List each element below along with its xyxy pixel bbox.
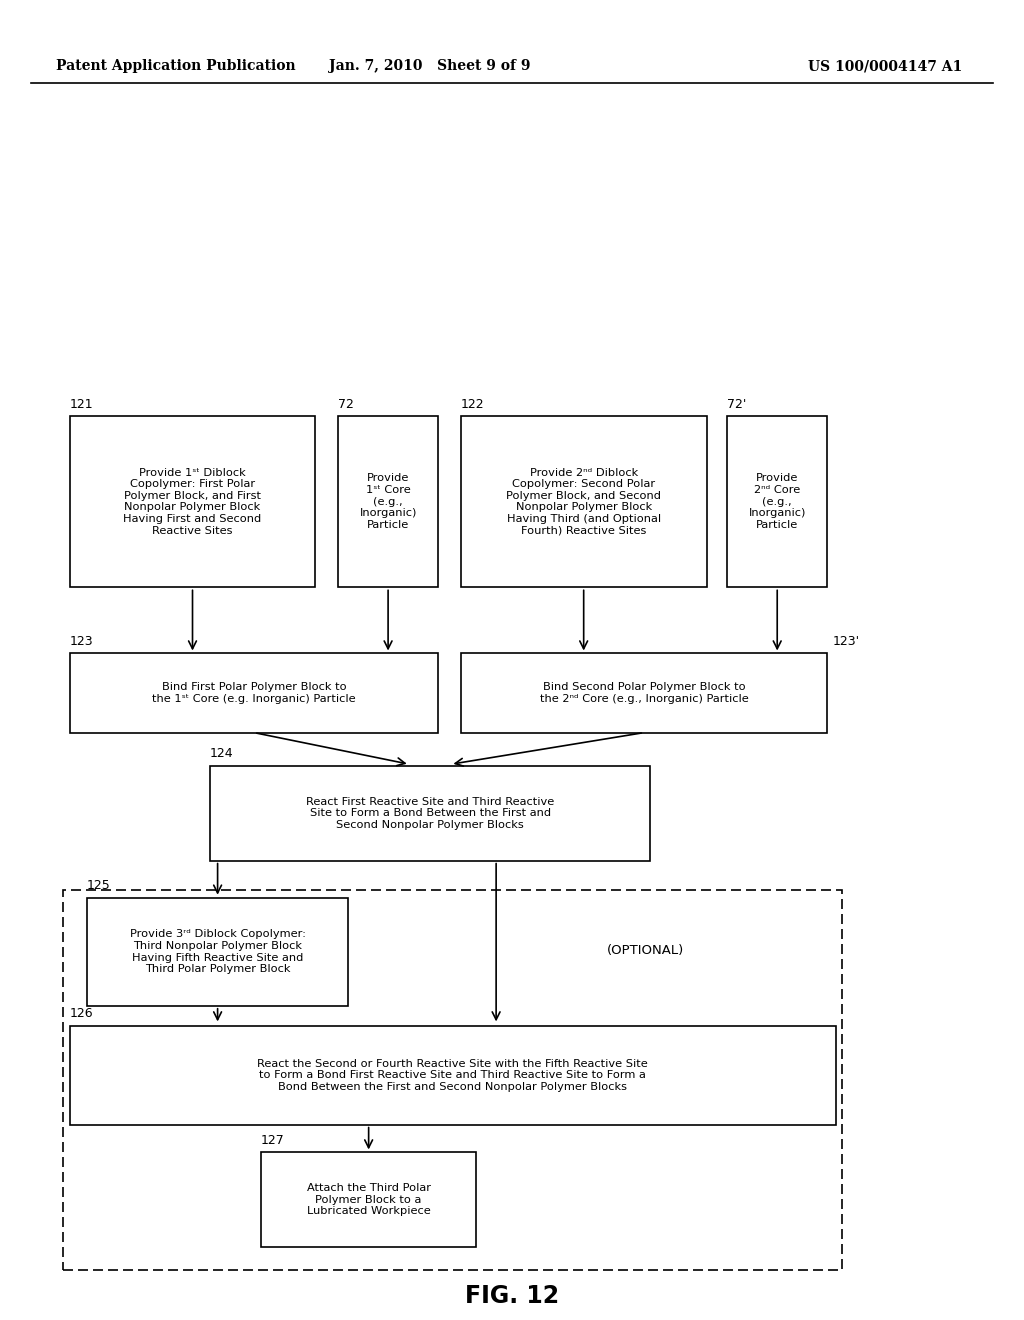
Text: Attach the Third Polar
Polymer Block to a
Lubricated Workpiece: Attach the Third Polar Polymer Block to … [306, 1183, 431, 1217]
Text: 123: 123 [70, 635, 93, 648]
Bar [210, 766, 650, 861]
Text: Provide
2ⁿᵈ Core
(e.g.,
Inorganic)
Particle: Provide 2ⁿᵈ Core (e.g., Inorganic) Parti… [749, 474, 806, 529]
Bar [727, 416, 827, 587]
Bar [70, 416, 315, 587]
Text: 124: 124 [210, 747, 233, 760]
Text: 123': 123' [833, 635, 859, 648]
Bar [70, 653, 438, 733]
Bar [338, 416, 438, 587]
Text: FIG. 12: FIG. 12 [465, 1284, 559, 1308]
Bar [70, 1026, 836, 1125]
Bar [261, 1152, 476, 1247]
Text: React the Second or Fourth Reactive Site with the Fifth Reactive Site
to Form a : React the Second or Fourth Reactive Site… [257, 1059, 648, 1092]
Text: 121: 121 [70, 397, 93, 411]
Bar [87, 898, 348, 1006]
Text: 127: 127 [261, 1134, 285, 1147]
Text: Provide
1ˢᵗ Core
(e.g.,
Inorganic)
Particle: Provide 1ˢᵗ Core (e.g., Inorganic) Parti… [359, 474, 417, 529]
Bar [461, 416, 707, 587]
Text: Patent Application Publication: Patent Application Publication [56, 59, 296, 73]
Text: 72: 72 [338, 397, 354, 411]
Text: US 100/0004147 A1: US 100/0004147 A1 [808, 59, 963, 73]
Text: Provide 2ⁿᵈ Diblock
Copolymer: Second Polar
Polymer Block, and Second
Nonpolar P: Provide 2ⁿᵈ Diblock Copolymer: Second Po… [506, 467, 662, 536]
Text: Jan. 7, 2010   Sheet 9 of 9: Jan. 7, 2010 Sheet 9 of 9 [330, 59, 530, 73]
Bar [461, 653, 827, 733]
Text: Bind First Polar Polymer Block to
the 1ˢᵗ Core (e.g. Inorganic) Particle: Bind First Polar Polymer Block to the 1ˢ… [153, 682, 355, 704]
Text: 125: 125 [87, 879, 111, 892]
Bar [63, 890, 842, 1270]
Text: 72': 72' [727, 397, 746, 411]
Text: React First Reactive Site and Third Reactive
Site to Form a Bond Between the Fir: React First Reactive Site and Third Reac… [306, 796, 554, 830]
Text: Provide 1ˢᵗ Diblock
Copolymer: First Polar
Polymer Block, and First
Nonpolar Pol: Provide 1ˢᵗ Diblock Copolymer: First Pol… [123, 467, 262, 536]
Text: Provide 3ʳᵈ Diblock Copolymer:
Third Nonpolar Polymer Block
Having Fifth Reactiv: Provide 3ʳᵈ Diblock Copolymer: Third Non… [130, 929, 305, 974]
Text: (OPTIONAL): (OPTIONAL) [606, 944, 684, 957]
Text: Bind Second Polar Polymer Block to
the 2ⁿᵈ Core (e.g., Inorganic) Particle: Bind Second Polar Polymer Block to the 2… [540, 682, 749, 704]
Text: 122: 122 [461, 397, 484, 411]
Text: 126: 126 [70, 1007, 93, 1020]
